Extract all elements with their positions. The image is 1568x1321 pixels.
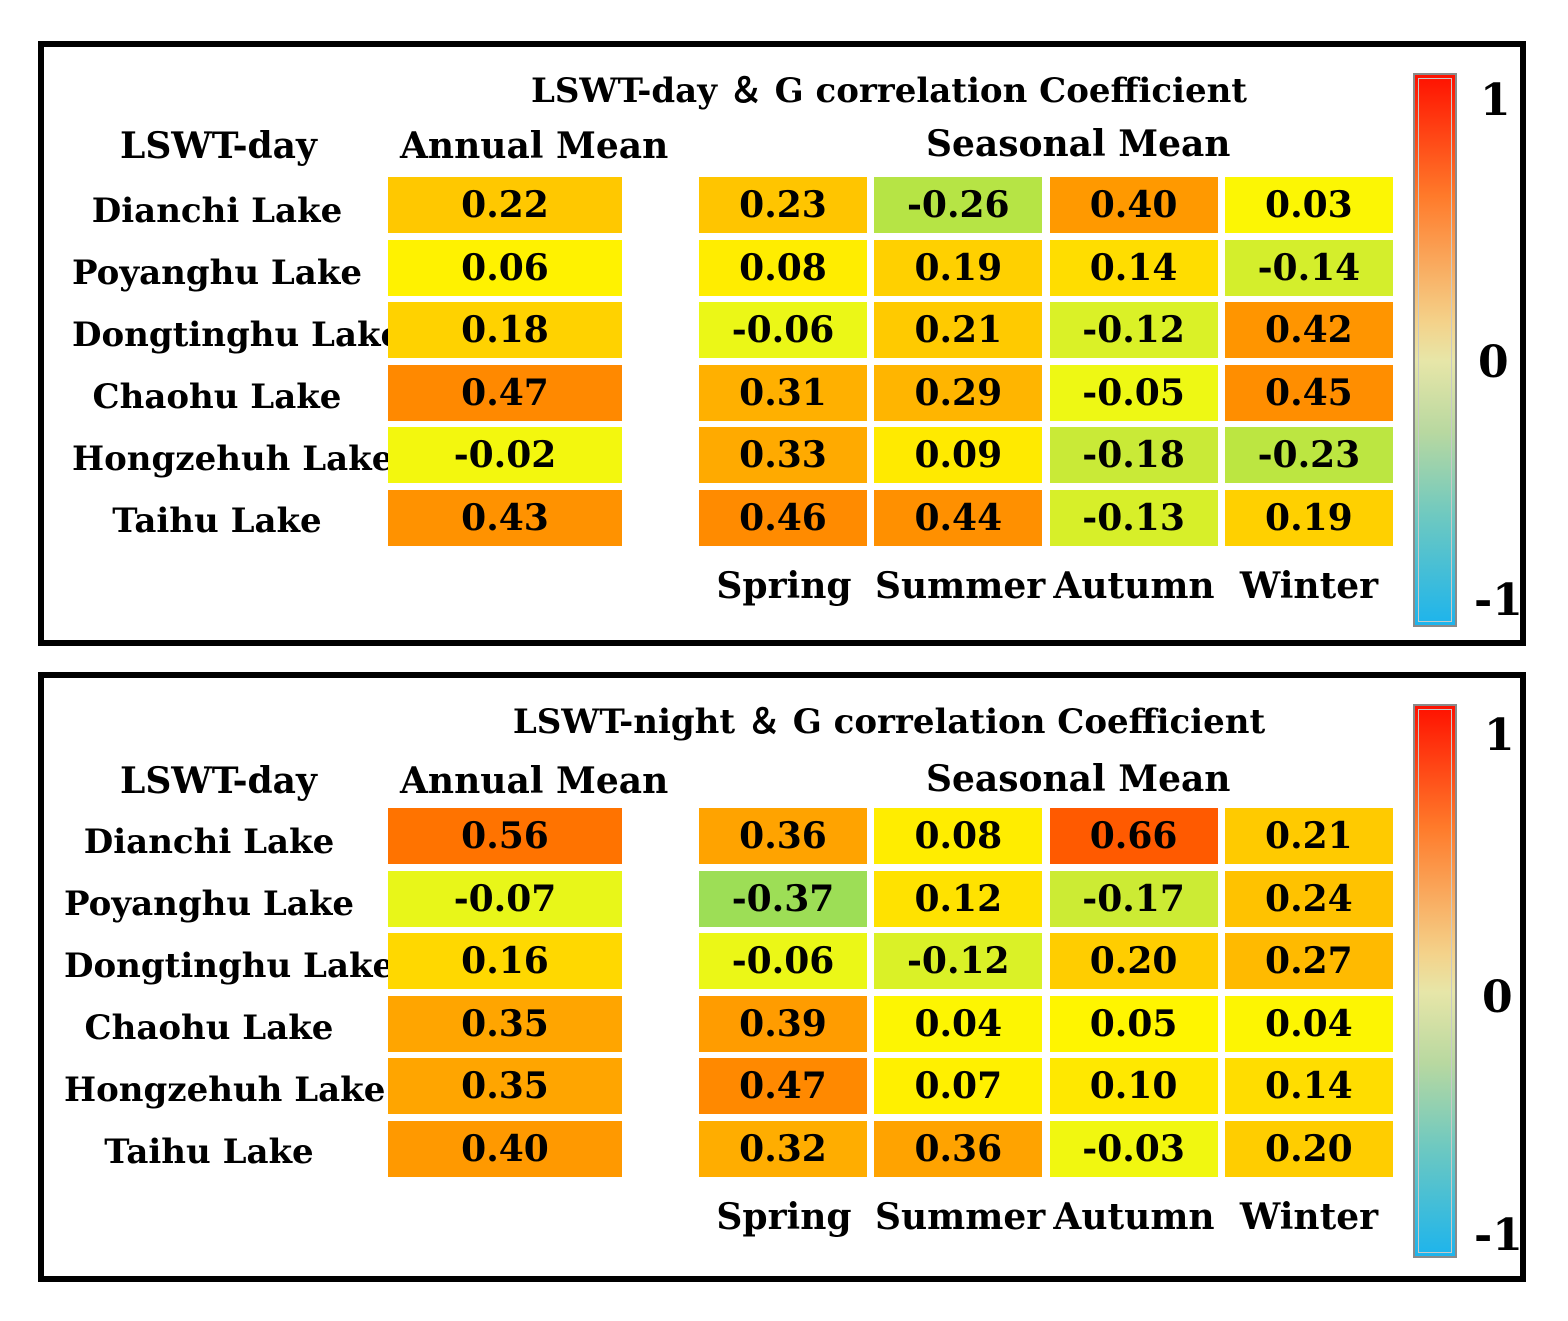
seasonal-mean-cell: 0.21 <box>874 302 1043 359</box>
colorbar-min-label: -1 <box>1474 575 1523 626</box>
row-header: LSWT-day <box>120 125 317 167</box>
season-label: Winter <box>1239 565 1379 607</box>
seasonal-mean-cell: -0.06 <box>699 302 867 359</box>
colorbar-min-label: -1 <box>1474 1210 1523 1261</box>
seasonal-mean-cell: -0.37 <box>699 870 867 927</box>
row-label: Chaohu Lake <box>92 377 342 417</box>
annual-mean-cell: 0.16 <box>388 933 622 990</box>
seasonal-header: Seasonal Mean <box>926 758 1231 800</box>
seasonal-mean-cell: 0.12 <box>874 870 1043 927</box>
annual-mean-cell: -0.07 <box>388 870 622 927</box>
seasonal-mean-cell: 0.44 <box>874 490 1043 546</box>
seasonal-mean-cell: 0.29 <box>874 364 1043 421</box>
seasonal-mean-cell: 0.03 <box>1224 177 1393 233</box>
annual-mean-cell: 0.56 <box>388 808 622 864</box>
colorbar-max-label: 1 <box>1484 710 1515 761</box>
annual-mean-cell: 0.06 <box>388 239 622 296</box>
seasonal-mean-cell: 0.32 <box>699 1121 867 1177</box>
seasonal-mean-cell: 0.33 <box>699 427 867 484</box>
seasonal-mean-cell: -0.06 <box>699 933 867 990</box>
seasonal-mean-cell: 0.42 <box>1224 302 1393 359</box>
row-label: Chaohu Lake <box>84 1008 334 1048</box>
seasonal-mean-cell: -0.12 <box>1049 302 1218 359</box>
seasonal-mean-cell: 0.14 <box>1224 1058 1393 1115</box>
seasonal-mean-cell: -0.23 <box>1224 427 1393 484</box>
season-label: Spring <box>716 565 852 607</box>
colorbar-mid-label: 0 <box>1482 972 1513 1023</box>
seasonal-mean-cell: -0.14 <box>1224 239 1393 296</box>
panel-title: LSWT-day ＆ G correlation Coefficient <box>530 71 1248 111</box>
seasonal-mean-cell: 0.27 <box>1224 933 1393 990</box>
seasonal-mean-cell: -0.05 <box>1049 364 1218 421</box>
row-header: LSWT-day <box>120 760 317 802</box>
seasonal-mean-cell: 0.24 <box>1224 870 1393 927</box>
seasonal-mean-cell: 0.47 <box>699 1058 867 1115</box>
seasonal-mean-cell: -0.12 <box>874 933 1043 990</box>
seasonal-mean-cell: 0.08 <box>874 808 1043 864</box>
colorbar-mid-label: 0 <box>1478 337 1509 388</box>
annual-mean-cell: -0.02 <box>388 427 622 484</box>
seasonal-mean-cell: 0.20 <box>1049 933 1218 990</box>
seasonal-mean-cell: 0.19 <box>874 239 1043 296</box>
seasonal-mean-cell: 0.07 <box>874 1058 1043 1115</box>
seasonal-mean-cell: 0.20 <box>1224 1121 1393 1177</box>
annual-mean-cell: 0.47 <box>388 364 622 421</box>
row-label: Hongzehuh Lake <box>64 1070 386 1110</box>
colorbar-max-label: 1 <box>1480 75 1511 126</box>
seasonal-mean-cell: -0.17 <box>1049 870 1218 927</box>
row-label: Taihu Lake <box>104 1132 314 1172</box>
row-label: Poyanghu Lake <box>72 253 363 293</box>
season-label: Winter <box>1239 1196 1379 1238</box>
seasonal-mean-cell: 0.45 <box>1224 364 1393 421</box>
seasonal-mean-cell: 0.04 <box>874 995 1043 1052</box>
row-label: Taihu Lake <box>112 501 322 541</box>
panel-lswt-day: LSWT-day ＆ G correlation Coefficient LSW… <box>38 41 1526 646</box>
panel-title: LSWT-night ＆ G correlation Coefficient <box>512 702 1266 742</box>
season-label: Autumn <box>1053 1196 1215 1238</box>
row-label: Dianchi Lake <box>83 822 335 862</box>
annual-mean-cell: 0.22 <box>388 177 622 233</box>
seasonal-mean-cell: -0.26 <box>874 177 1043 233</box>
row-label: Poyanghu Lake <box>64 884 355 924</box>
seasonal-mean-cell: 0.39 <box>699 995 867 1052</box>
seasonal-mean-cell: -0.18 <box>1049 427 1218 484</box>
seasonal-header: Seasonal Mean <box>926 123 1231 165</box>
seasonal-mean-cell: 0.36 <box>874 1121 1043 1177</box>
seasonal-mean-cell: 0.05 <box>1049 995 1218 1052</box>
row-label: Dongtinghu Lake <box>64 946 395 986</box>
seasonal-mean-cell: 0.23 <box>699 177 867 233</box>
season-label: Summer <box>875 1196 1046 1238</box>
annual-header: Annual Mean <box>400 760 669 802</box>
seasonal-mean-cell: 0.66 <box>1049 808 1218 864</box>
seasonal-mean-cell: 0.14 <box>1049 239 1218 296</box>
annual-mean-cell: 0.43 <box>388 490 622 546</box>
panel-lswt-night: LSWT-night ＆ G correlation Coefficient L… <box>38 672 1526 1282</box>
annual-mean-cell: 0.35 <box>388 995 622 1052</box>
seasonal-mean-cell: 0.04 <box>1224 995 1393 1052</box>
colorbar <box>1413 704 1457 1258</box>
seasonal-mean-cell: 0.21 <box>1224 808 1393 864</box>
annual-mean-cell: 0.35 <box>388 1058 622 1115</box>
row-label: Dianchi Lake <box>91 191 343 231</box>
row-label: Dongtinghu Lake <box>72 315 403 355</box>
seasonal-mean-cell: 0.08 <box>699 239 867 296</box>
row-label: Hongzehuh Lake <box>72 439 394 479</box>
seasonal-mean-cell: 0.10 <box>1049 1058 1218 1115</box>
season-label: Summer <box>875 565 1046 607</box>
season-label: Spring <box>716 1196 852 1238</box>
annual-mean-cell: 0.18 <box>388 302 622 359</box>
colorbar <box>1413 73 1457 627</box>
seasonal-mean-cell: 0.36 <box>699 808 867 864</box>
seasonal-mean-cell: 0.09 <box>874 427 1043 484</box>
seasonal-mean-cell: 0.40 <box>1049 177 1218 233</box>
season-label: Autumn <box>1053 565 1215 607</box>
seasonal-mean-cell: -0.03 <box>1049 1121 1218 1177</box>
seasonal-mean-cell: 0.31 <box>699 364 867 421</box>
annual-mean-cell: 0.40 <box>388 1121 622 1177</box>
annual-header: Annual Mean <box>400 125 669 167</box>
seasonal-mean-cell: 0.46 <box>699 490 867 546</box>
seasonal-mean-cell: -0.13 <box>1049 490 1218 546</box>
seasonal-mean-cell: 0.19 <box>1224 490 1393 546</box>
